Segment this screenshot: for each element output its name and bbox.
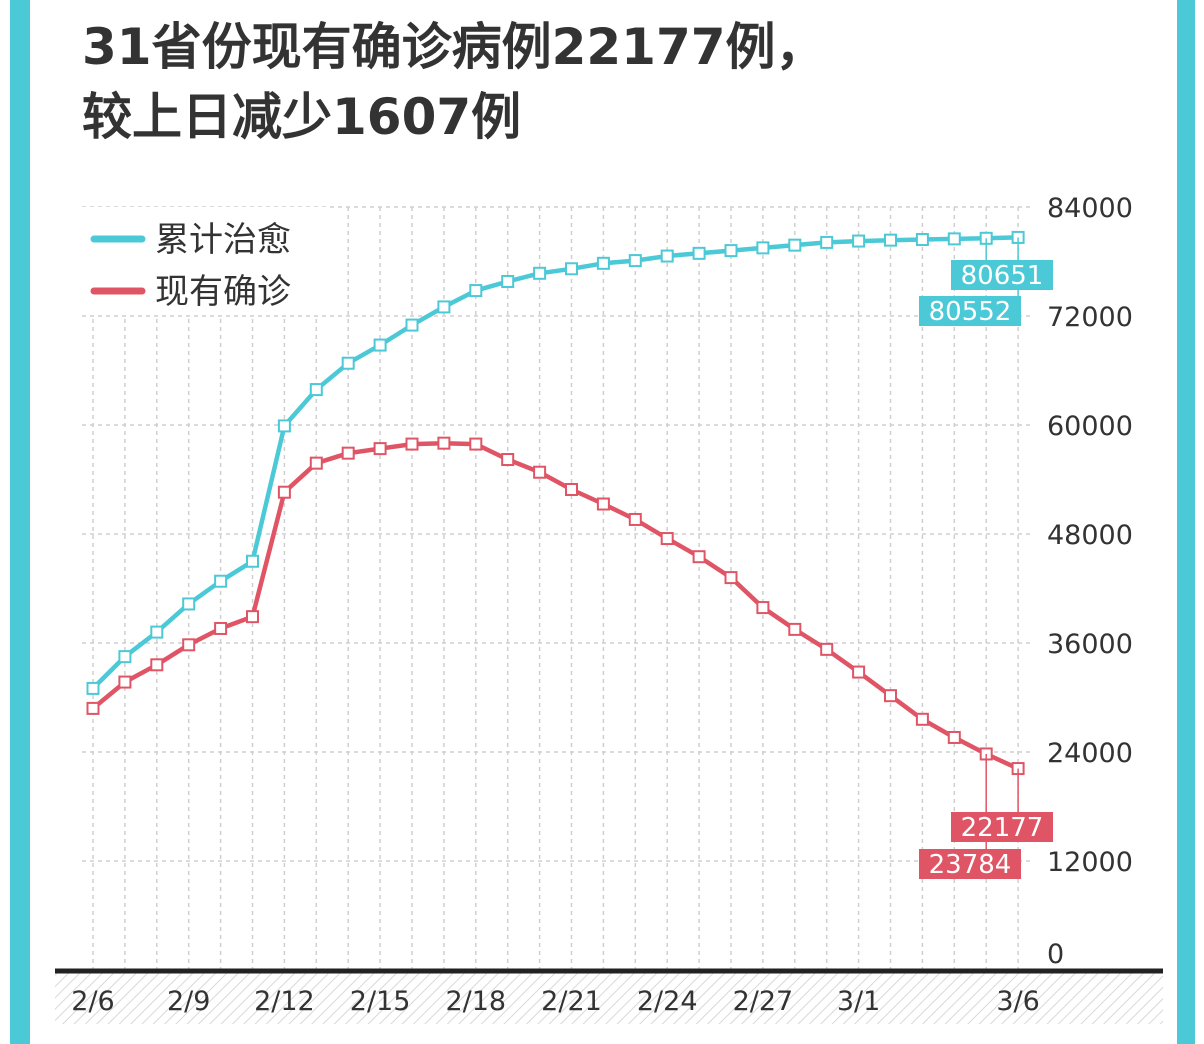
data-point — [437, 300, 451, 314]
data-point — [86, 681, 100, 695]
chart-title: 31省份现有确诊病例22177例， 较上日减少1607例 — [82, 12, 982, 152]
data-point — [884, 689, 897, 703]
data-point — [692, 246, 706, 260]
x-tick-label: 2/6 — [71, 986, 114, 1017]
data-point — [628, 512, 642, 526]
data-point — [820, 642, 834, 656]
data-point — [501, 274, 515, 288]
data-point — [884, 233, 897, 247]
legend-box — [82, 207, 328, 315]
active-label-previous: 23784 — [929, 850, 1012, 880]
chart-title-line-1: 31省份现有确诊病例22177例， — [82, 18, 826, 76]
data-point — [118, 650, 132, 664]
data-point — [788, 238, 802, 252]
x-tick-label: 2/18 — [445, 986, 506, 1017]
x-tick-label: 3/6 — [996, 986, 1039, 1017]
x-tick-label: 2/9 — [167, 986, 210, 1017]
data-point — [469, 437, 483, 451]
data-point — [150, 658, 164, 672]
data-point — [788, 622, 802, 636]
active-label-previous-box — [919, 849, 1021, 879]
x-tick-label: 3/1 — [837, 986, 880, 1017]
data-point — [565, 482, 578, 496]
active-label-latest-box — [951, 812, 1053, 842]
data-point — [277, 485, 291, 499]
legend-label-1: 现有确诊 — [155, 272, 291, 312]
data-point — [341, 356, 355, 370]
data-point — [86, 701, 100, 715]
cured-label-latest-box — [951, 260, 1053, 290]
cured-label-previous: 80552 — [929, 297, 1012, 327]
data-point — [150, 625, 164, 639]
data-point — [437, 436, 451, 450]
x-tick-label: 2/27 — [733, 986, 794, 1017]
data-point — [915, 712, 929, 726]
data-point — [628, 254, 642, 268]
data-point — [660, 532, 674, 546]
data-point — [724, 244, 738, 258]
frame-border-right — [1177, 0, 1195, 1044]
y-tick-label: 12000 — [1047, 847, 1133, 878]
data-point — [915, 233, 929, 247]
x-tick-label: 2/15 — [350, 986, 411, 1017]
data-point — [182, 638, 196, 652]
series-line-1 — [91, 440, 1020, 771]
data-point — [947, 232, 961, 246]
frame-border-left — [10, 0, 30, 1044]
data-point — [756, 241, 770, 255]
cured-label-previous-box — [919, 296, 1021, 326]
data-point — [533, 266, 547, 280]
data-point — [501, 453, 515, 467]
data-point — [692, 550, 706, 564]
y-tick-label: 60000 — [1047, 411, 1133, 442]
cured-label-latest: 80651 — [961, 261, 1044, 291]
data-point — [947, 730, 961, 744]
data-point — [596, 256, 610, 270]
y-tick-label: 84000 — [1047, 193, 1133, 224]
data-point — [852, 665, 866, 679]
y-tick-label: 48000 — [1047, 520, 1133, 551]
data-point — [309, 456, 323, 470]
data-point — [373, 442, 387, 456]
active-label-latest: 22177 — [961, 813, 1044, 843]
data-point — [118, 675, 132, 689]
y-tick-label: 0 — [1047, 939, 1064, 970]
x-tick-label: 2/24 — [637, 986, 698, 1017]
y-tick-label: 24000 — [1047, 738, 1133, 769]
data-point — [214, 574, 228, 588]
y-tick-label: 36000 — [1047, 629, 1133, 660]
data-point — [246, 610, 259, 624]
legend-label-0: 累计治愈 — [155, 220, 291, 260]
data-point — [341, 446, 355, 460]
data-point — [852, 234, 866, 248]
data-point — [469, 284, 483, 298]
data-point — [756, 601, 770, 615]
data-point — [533, 465, 547, 479]
data-point — [565, 262, 578, 276]
data-point — [724, 571, 738, 585]
x-tick-label: 2/12 — [254, 986, 315, 1017]
data-point — [214, 621, 228, 635]
data-point — [660, 249, 674, 263]
data-point — [246, 554, 259, 568]
data-point — [309, 383, 323, 397]
data-point — [182, 597, 196, 611]
chart-title-line-2: 较上日减少1607例 — [82, 88, 522, 146]
data-point — [596, 497, 610, 511]
data-point — [820, 235, 834, 249]
data-point — [405, 437, 419, 451]
x-tick-label: 2/21 — [541, 986, 602, 1017]
data-point — [405, 318, 419, 332]
x-axis-band — [55, 972, 1163, 1024]
y-tick-label: 72000 — [1047, 302, 1133, 333]
data-point — [277, 419, 291, 433]
data-point — [373, 338, 387, 352]
